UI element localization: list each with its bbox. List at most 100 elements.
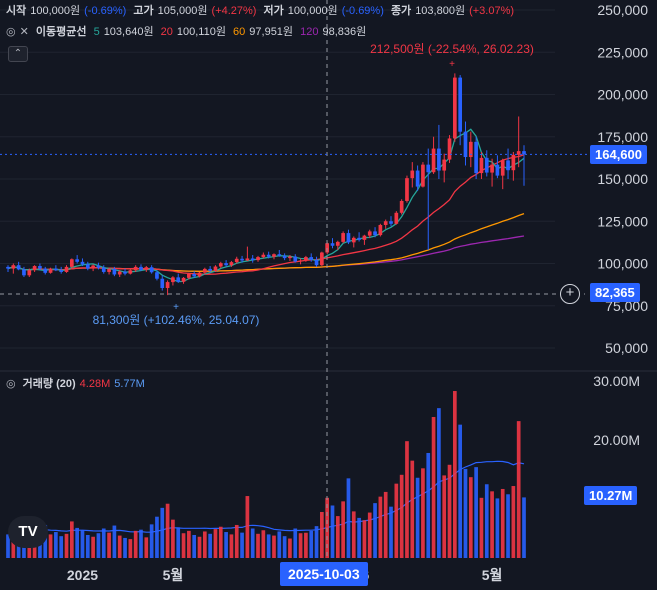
candle-body bbox=[155, 272, 159, 279]
price-axis-label: 250,000 bbox=[597, 2, 648, 18]
candle-body bbox=[91, 265, 95, 269]
ma20-period: 20 bbox=[160, 26, 173, 38]
candle-body bbox=[474, 141, 478, 174]
candle-body bbox=[43, 268, 48, 273]
candle-body bbox=[59, 270, 64, 272]
ma5-line bbox=[7, 128, 525, 283]
candle-body bbox=[224, 263, 228, 266]
volume-bar bbox=[181, 533, 186, 558]
volume-bar bbox=[500, 488, 505, 558]
tradingview-logo[interactable]: TV bbox=[8, 516, 48, 548]
volume-bar bbox=[112, 525, 117, 558]
candle-body bbox=[48, 268, 53, 273]
ma-legend[interactable]: ◎ ✕ 이동평균선 5 103,640원 20 100,110원 60 97,951원 … bbox=[6, 25, 370, 39]
volume-bar bbox=[160, 507, 165, 558]
volume-bar bbox=[474, 467, 478, 558]
candle-body bbox=[250, 258, 255, 261]
ma120-period: 120 bbox=[300, 26, 319, 38]
candle-body bbox=[128, 270, 133, 274]
volume-bar bbox=[123, 537, 127, 558]
candle-body bbox=[160, 278, 165, 289]
volume-bar bbox=[516, 421, 521, 558]
ohlc-close-value: 103,800원 bbox=[415, 5, 466, 17]
candle-body bbox=[22, 269, 26, 276]
candle-body bbox=[85, 264, 90, 269]
volume-bar bbox=[272, 535, 276, 558]
candle-body bbox=[245, 258, 250, 261]
volume-bar bbox=[256, 533, 260, 558]
ma5-period: 5 bbox=[93, 26, 100, 38]
candle-body bbox=[373, 231, 377, 236]
volume-bar bbox=[490, 491, 494, 558]
volume-bar bbox=[6, 534, 10, 558]
volume-bar bbox=[346, 478, 351, 558]
volume-bar bbox=[383, 491, 388, 558]
high-annotation: 212,500원 (-22.54%, 26.02.23) bbox=[370, 42, 534, 56]
volume-bar bbox=[224, 532, 228, 558]
chevron-up-icon[interactable]: ⌃ bbox=[8, 46, 28, 62]
candle-body bbox=[171, 277, 175, 283]
gear-icon[interactable]: ✕ bbox=[19, 26, 29, 38]
volume-bar bbox=[453, 391, 457, 558]
price-axis-label: 225,000 bbox=[597, 44, 648, 60]
candle-body bbox=[218, 263, 223, 267]
candle-body bbox=[261, 254, 266, 258]
candle-body bbox=[367, 231, 372, 236]
candle-body bbox=[421, 164, 425, 187]
candle-body bbox=[240, 258, 244, 261]
volume-bar bbox=[373, 503, 377, 558]
candle-body bbox=[266, 254, 271, 257]
ma20-line bbox=[7, 154, 525, 275]
volume-bar bbox=[431, 416, 436, 558]
candle-body bbox=[54, 268, 58, 271]
volume-bar bbox=[96, 533, 101, 558]
volume-bar bbox=[218, 526, 223, 558]
plus-circle-icon[interactable]: + bbox=[560, 284, 580, 304]
candle-body bbox=[458, 77, 463, 132]
volume-bar bbox=[59, 536, 64, 558]
candle-body bbox=[277, 254, 282, 256]
volume-bar bbox=[192, 534, 197, 558]
volume-value-2: 5.77M bbox=[114, 378, 145, 390]
eye-icon[interactable]: ◎ bbox=[6, 378, 16, 390]
candle-body bbox=[139, 266, 143, 270]
volume-bar bbox=[208, 533, 212, 558]
volume-bar bbox=[351, 511, 356, 558]
candle-body bbox=[463, 131, 468, 158]
volume-axis-label: 30.00M bbox=[593, 373, 640, 389]
volume-bar bbox=[367, 512, 372, 558]
candle-body bbox=[394, 212, 399, 224]
volume-bar bbox=[54, 532, 58, 558]
candle-body bbox=[309, 257, 314, 260]
volume-bar bbox=[48, 534, 53, 558]
price-axis-label: 125,000 bbox=[597, 213, 648, 229]
candle-body bbox=[506, 160, 510, 171]
volume-bar bbox=[442, 475, 447, 558]
ma60-line bbox=[7, 212, 525, 272]
volume-bar bbox=[437, 408, 441, 558]
candle-body bbox=[272, 254, 276, 257]
volume-value-1: 4.28M bbox=[79, 378, 111, 390]
volume-bar bbox=[171, 519, 175, 558]
volume-bar bbox=[304, 532, 308, 558]
candle-body bbox=[325, 243, 330, 253]
volume-bar bbox=[458, 424, 463, 558]
candle-body bbox=[64, 266, 69, 272]
volume-bar bbox=[229, 534, 234, 558]
volume-bar bbox=[426, 452, 431, 558]
volume-bar bbox=[85, 534, 90, 558]
ohlc-high-value: 105,000원 bbox=[157, 5, 208, 17]
volume-bar bbox=[240, 532, 244, 558]
eye-icon[interactable]: ◎ bbox=[6, 26, 16, 38]
candle-body bbox=[32, 266, 37, 271]
candle-body bbox=[149, 267, 154, 273]
candle-body bbox=[335, 241, 340, 246]
price-axis-label: 200,000 bbox=[597, 87, 648, 103]
ma60-value: 97,951원 bbox=[249, 26, 294, 38]
volume-bar bbox=[266, 534, 271, 558]
volume-bar bbox=[298, 533, 303, 558]
volume-bar bbox=[277, 531, 282, 558]
ohlc-open-key: 시작 bbox=[6, 5, 27, 17]
